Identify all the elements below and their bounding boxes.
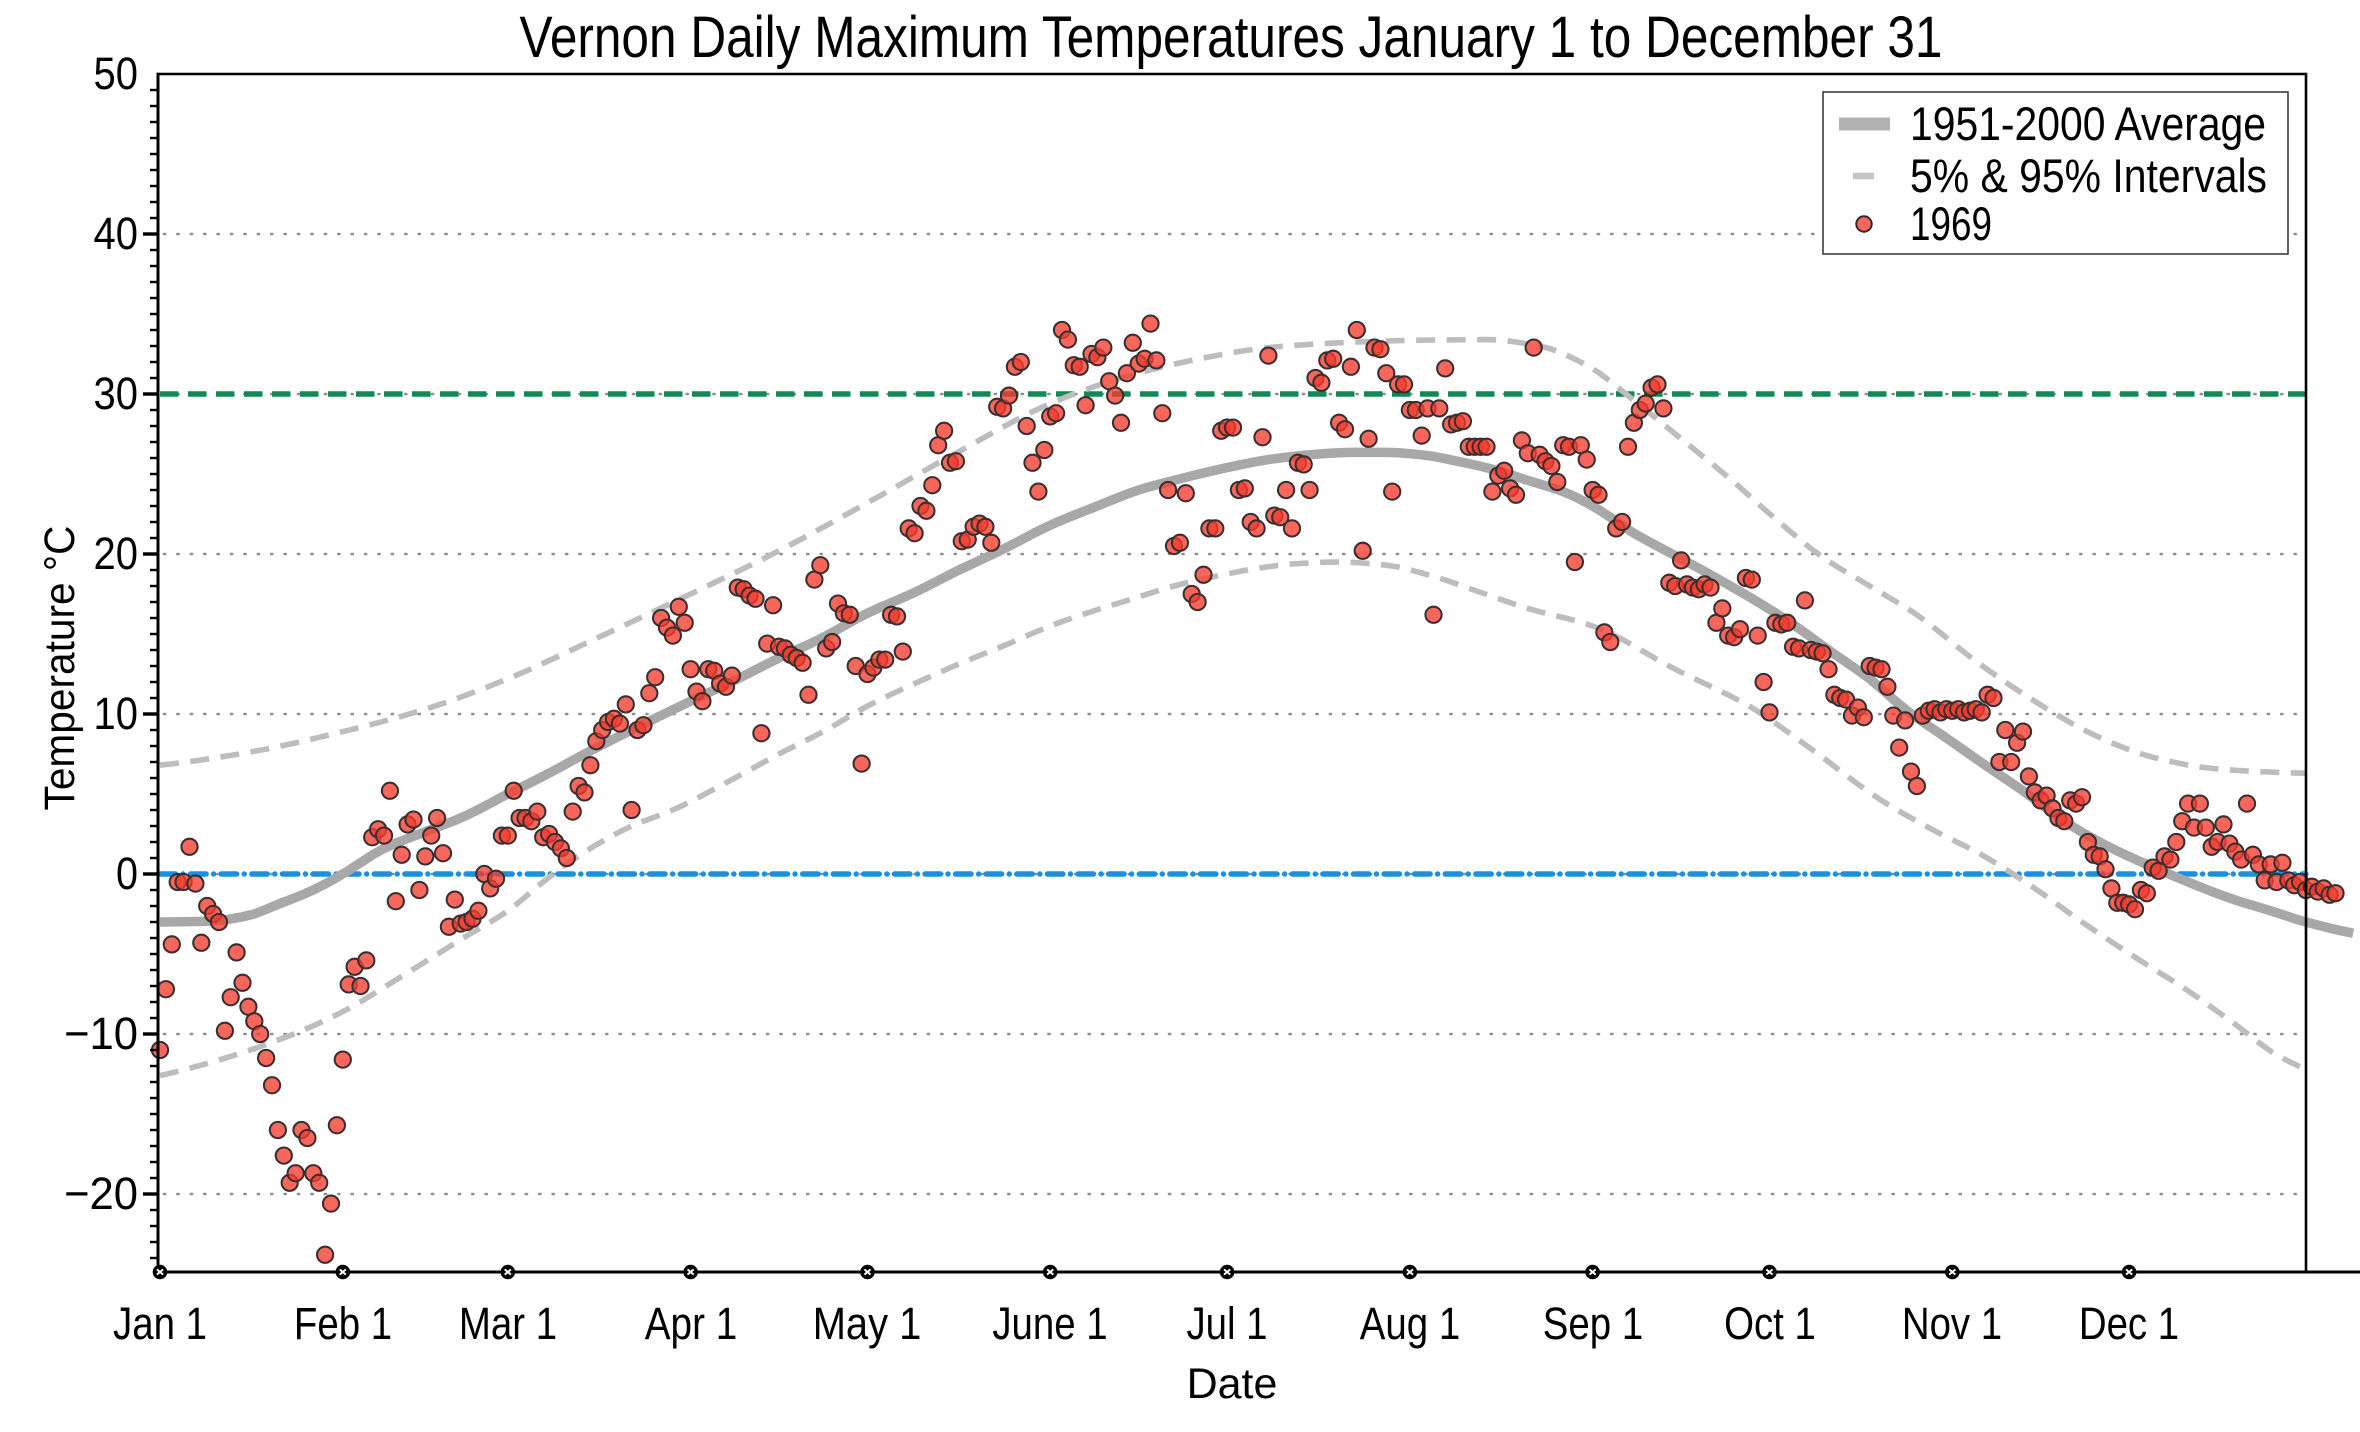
- svg-text:May 1: May 1: [813, 1298, 922, 1349]
- svg-text:10: 10: [94, 688, 139, 739]
- svg-text:20: 20: [94, 528, 139, 579]
- svg-text:Temperature °C: Temperature °C: [37, 526, 84, 811]
- svg-text:Oct 1: Oct 1: [1724, 1298, 1816, 1349]
- svg-text:Vernon Daily Maximum Temperatu: Vernon Daily Maximum Temperatures Januar…: [520, 5, 1943, 70]
- svg-text:Sep 1: Sep 1: [1543, 1298, 1643, 1349]
- svg-text:June 1: June 1: [992, 1298, 1107, 1349]
- svg-text:Aug 1: Aug 1: [1360, 1298, 1460, 1349]
- svg-text:Feb 1: Feb 1: [294, 1298, 392, 1349]
- svg-text:Jul 1: Jul 1: [1186, 1298, 1267, 1349]
- svg-text:Date: Date: [1187, 1360, 1278, 1408]
- svg-text:50: 50: [94, 48, 139, 99]
- svg-text:5% & 95% Intervals: 5% & 95% Intervals: [1910, 149, 2267, 202]
- svg-text:1951-2000 Average: 1951-2000 Average: [1910, 97, 2266, 150]
- svg-text:Mar 1: Mar 1: [459, 1298, 557, 1349]
- svg-text:Nov 1: Nov 1: [1902, 1298, 2002, 1349]
- svg-text:−20: −20: [64, 1168, 138, 1219]
- svg-text:0: 0: [116, 848, 138, 899]
- svg-text:40: 40: [94, 208, 139, 259]
- svg-text:Dec 1: Dec 1: [2079, 1298, 2179, 1349]
- svg-text:Jan 1: Jan 1: [113, 1298, 207, 1349]
- svg-text:−10: −10: [64, 1008, 138, 1059]
- svg-text:Apr 1: Apr 1: [645, 1298, 738, 1349]
- svg-text:30: 30: [94, 368, 139, 419]
- svg-text:1969: 1969: [1910, 197, 1992, 250]
